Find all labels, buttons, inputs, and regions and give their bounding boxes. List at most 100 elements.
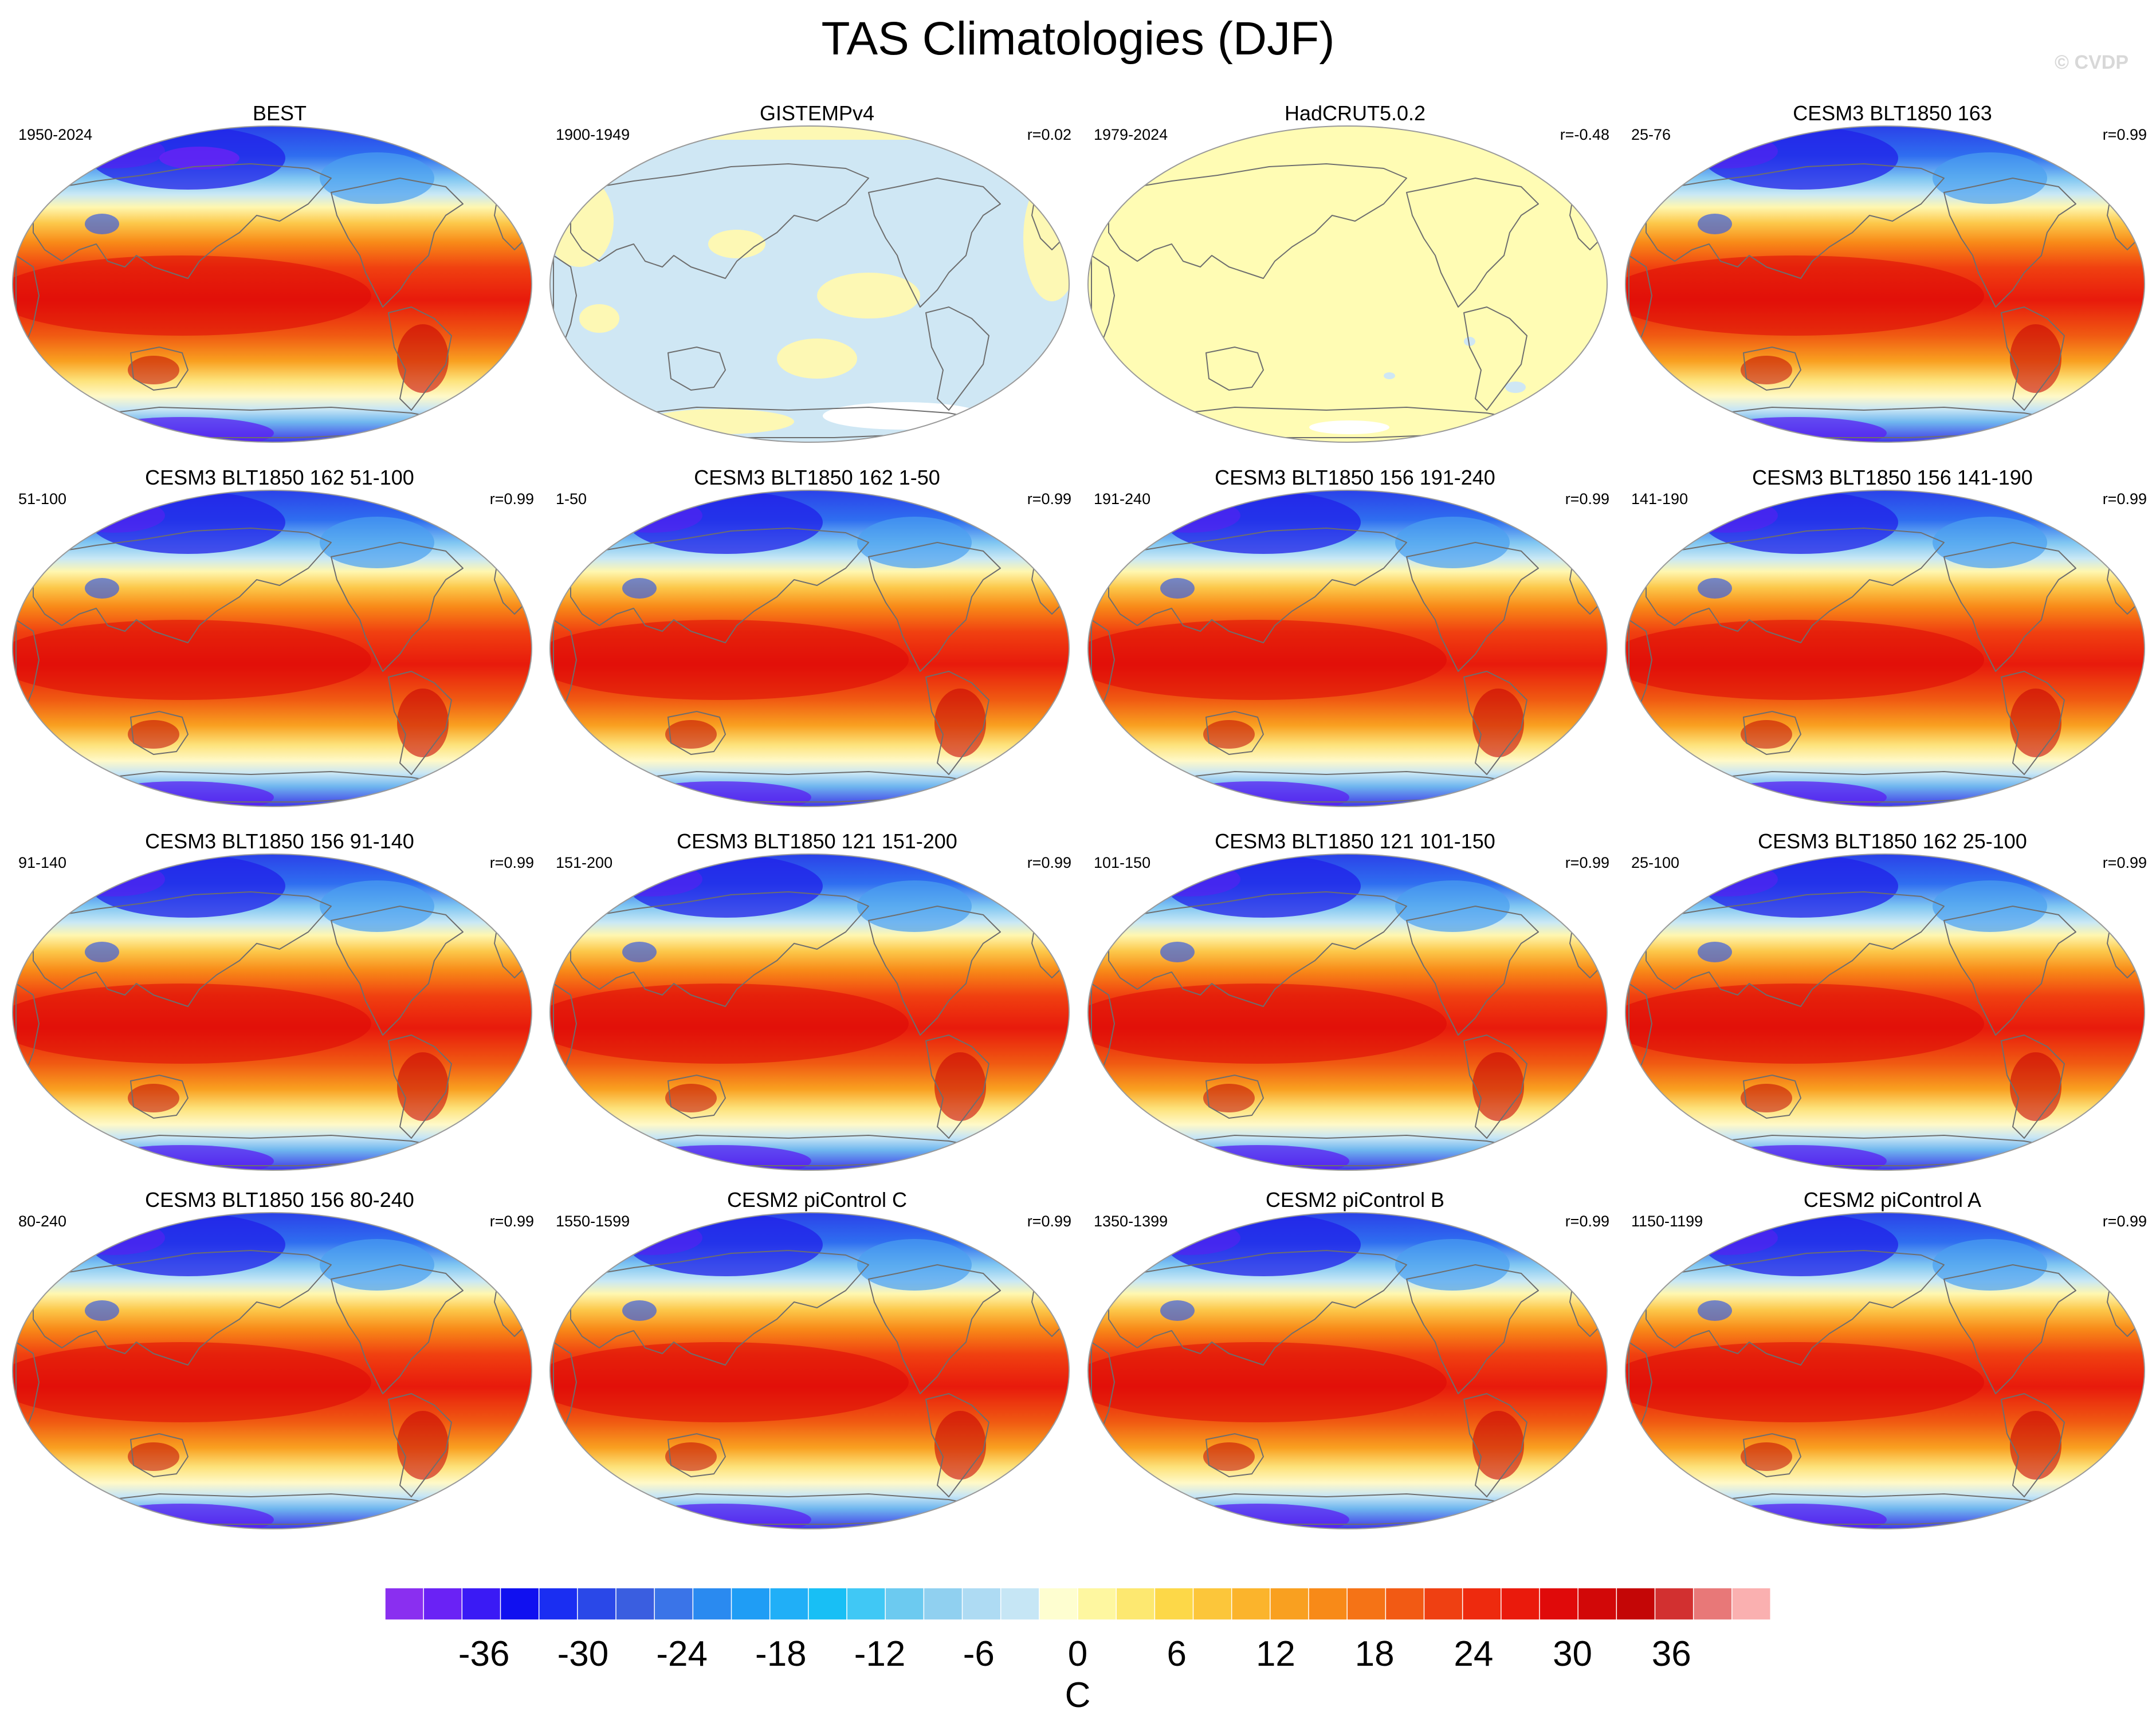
coastline-south-america xyxy=(1463,1035,1527,1139)
colorbar-swatch xyxy=(1654,1587,1694,1620)
coastline-south-america xyxy=(925,671,989,775)
colorbar-swatch xyxy=(1192,1587,1232,1620)
coastline-australia xyxy=(1743,1075,1801,1119)
coastline-north-america xyxy=(1943,1264,2076,1394)
coastline-asia xyxy=(1108,891,1407,1007)
coastline-australia xyxy=(667,1075,726,1119)
coastline-north-america xyxy=(868,178,1001,308)
map-panel: CESM3 BLT1850 162 1-50 1-50 r=0.99 xyxy=(548,465,1086,832)
panel-title: CESM3 BLT1850 156 191-240 xyxy=(1215,466,1495,489)
coastline-south-america xyxy=(388,1393,452,1497)
coastline-north-america xyxy=(1406,178,1539,308)
map-panel: CESM3 BLT1850 156 91-140 91-140 r=0.99 xyxy=(10,829,549,1195)
colorbar-swatch xyxy=(1000,1587,1040,1620)
panel-title: BEST xyxy=(252,101,307,125)
colorbar-swatch xyxy=(808,1587,848,1620)
coastline-south-america xyxy=(388,306,452,411)
map-field xyxy=(549,125,1070,443)
map-panel: CESM3 BLT1850 162 25-100 25-100 r=0.99 xyxy=(1623,829,2156,1195)
coastline-north-america xyxy=(868,1264,1001,1394)
map-panel: BEST 1950-2024 xyxy=(10,101,549,467)
panel-years: 80-240 xyxy=(18,1213,67,1230)
colorbar-swatch xyxy=(577,1587,617,1620)
panel-years: 91-140 xyxy=(18,854,67,871)
coastline-asia xyxy=(33,891,332,1007)
panel-correlation: r=0.99 xyxy=(1565,854,1609,871)
coastline-north-america xyxy=(1943,906,2076,1036)
coastline-australia xyxy=(667,1433,726,1477)
panel-correlation: r=0.99 xyxy=(1027,1213,1071,1230)
coastline-north-america xyxy=(331,906,464,1036)
colorbar-swatch xyxy=(1116,1587,1156,1620)
map-field xyxy=(1625,490,2145,807)
colorbar-swatch xyxy=(1731,1587,1772,1620)
colorbar-tick-label: 6 xyxy=(1167,1634,1186,1674)
panel-title: CESM3 BLT1850 156 80-240 xyxy=(145,1188,414,1212)
coastline-north-america xyxy=(331,178,464,308)
colorbar-tick-label: 0 xyxy=(1068,1634,1087,1674)
colorbar-swatch xyxy=(1692,1587,1733,1620)
panel-correlation: r=0.02 xyxy=(1027,126,1071,143)
coastline-south-america xyxy=(1463,671,1527,775)
coastline-south-america xyxy=(2001,306,2065,411)
panel-years: 1900-1949 xyxy=(556,126,630,143)
panel-correlation: r=0.99 xyxy=(2102,1213,2147,1230)
map-panel: CESM3 BLT1850 163 25-76 r=0.99 xyxy=(1623,101,2156,467)
coastline-south-america xyxy=(388,671,452,775)
map-panel: CESM3 BLT1850 156 141-190 141-190 r=0.99 xyxy=(1623,465,2156,832)
panel-correlation: r=0.99 xyxy=(1565,1213,1609,1230)
colorbar-swatch xyxy=(769,1587,810,1620)
panel-years: 101-150 xyxy=(1094,854,1151,871)
coastline-asia xyxy=(1646,528,1945,643)
coastline-asia xyxy=(1108,1250,1407,1366)
panel-title: CESM2 piControl A xyxy=(1803,1188,1982,1212)
coastline-australia xyxy=(130,1433,188,1477)
coastline-south-america xyxy=(2001,1035,2065,1139)
panel-title: CESM3 BLT1850 121 151-200 xyxy=(677,829,957,853)
coastline-asia xyxy=(33,1250,332,1366)
map-field xyxy=(549,853,1070,1171)
panel-correlation: r=0.99 xyxy=(1027,854,1071,871)
colorbar-swatch xyxy=(654,1587,694,1620)
coastline-south-america xyxy=(925,1035,989,1139)
colorbar-swatch xyxy=(1577,1587,1617,1620)
panel-title: GISTEMPv4 xyxy=(759,101,875,125)
map-panel: HadCRUT5.0.2 1979-2024 r=-0.48 xyxy=(1086,101,1624,467)
coastline-australia xyxy=(1743,711,1801,755)
colorbar-swatch xyxy=(961,1587,1002,1620)
map-field xyxy=(1087,853,1608,1171)
coastline-asia xyxy=(570,891,869,1007)
colorbar-swatch xyxy=(731,1587,771,1620)
chart-title: TAS Climatologies (DJF) xyxy=(821,13,1335,65)
coastline-asia xyxy=(1646,1250,1945,1366)
colorbar-swatch xyxy=(1154,1587,1194,1620)
coastline-asia xyxy=(570,528,869,643)
coastline-asia xyxy=(33,163,332,279)
coastline-north-america xyxy=(1406,906,1539,1036)
map-panel: CESM2 piControl A 1150-1199 r=0.99 xyxy=(1623,1187,2156,1554)
colorbar-swatch xyxy=(1385,1587,1425,1620)
panel-years: 1350-1399 xyxy=(1094,1213,1168,1230)
colorbar-swatch xyxy=(538,1587,579,1620)
panel-years: 1-50 xyxy=(556,490,587,508)
map-panel: CESM3 BLT1850 121 101-150 101-150 r=0.99 xyxy=(1086,829,1624,1195)
coastline-asia xyxy=(1108,163,1407,279)
coastline-south-america xyxy=(1463,1393,1527,1497)
coastline-south-america xyxy=(1463,306,1527,411)
colorbar-tick-label: -30 xyxy=(557,1634,609,1674)
coastline-australia xyxy=(130,1075,188,1119)
map-panel: CESM3 BLT1850 156 80-240 80-240 r=0.99 xyxy=(10,1187,549,1554)
panel-title: CESM3 BLT1850 162 25-100 xyxy=(1758,829,2027,853)
panel-correlation: r=0.99 xyxy=(489,1213,534,1230)
coastline-asia xyxy=(1646,891,1945,1007)
colorbar-swatch xyxy=(500,1587,540,1620)
panel-years: 1979-2024 xyxy=(1094,126,1168,143)
colorbar-swatch xyxy=(423,1587,463,1620)
coastline-asia xyxy=(570,1250,869,1366)
colorbar-tick-label: -36 xyxy=(458,1634,510,1674)
colorbar-swatch xyxy=(1270,1587,1310,1620)
coastline-australia xyxy=(1205,1075,1264,1119)
map-panel: CESM2 piControl B 1350-1399 r=0.99 xyxy=(1086,1187,1624,1554)
coastline-south-america xyxy=(2001,671,2065,775)
map-panel: CESM2 piControl C 1550-1599 r=0.99 xyxy=(548,1187,1086,1554)
